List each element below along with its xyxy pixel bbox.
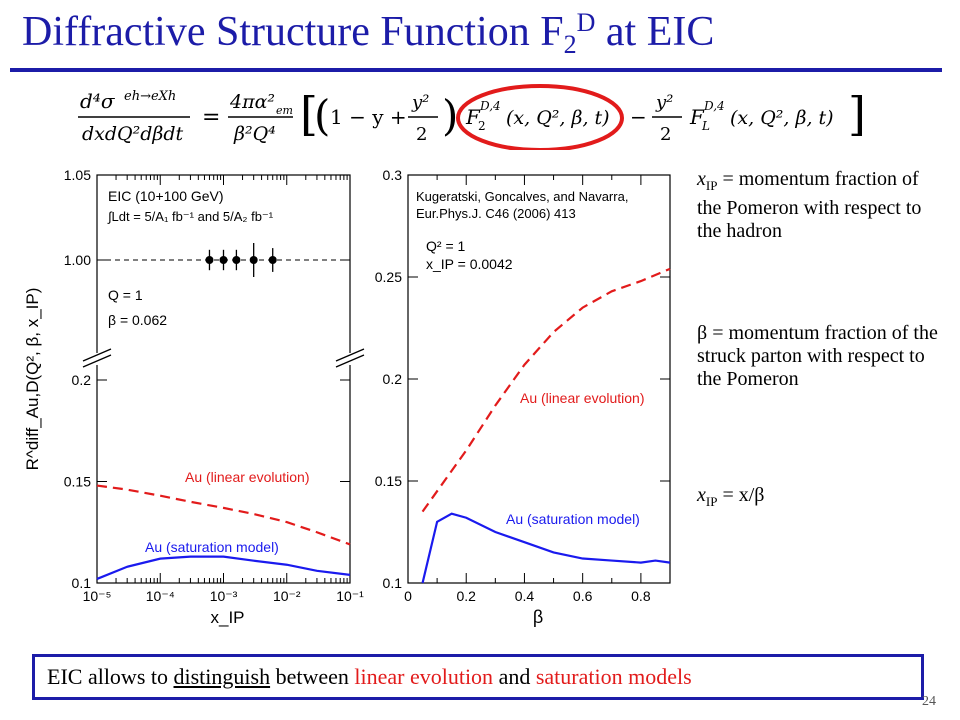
x-tick-label: 0 xyxy=(404,588,412,604)
data-point xyxy=(232,256,241,264)
svg-text:): ) xyxy=(442,91,458,140)
annotation-citation: Kugeratski, Goncalves, and Navarra, xyxy=(416,189,628,204)
chart-beta: 0.1 0.15 0.2 0.25 0.3 0 0.2 0.4 0.6 0.8 β Au (linea… xyxy=(375,167,671,627)
svg-text:2: 2 xyxy=(478,119,486,133)
page-number: 24 xyxy=(922,694,936,709)
x-axis-label: x_IP xyxy=(210,608,244,627)
y-tick-label: 0.15 xyxy=(375,473,402,489)
page-title: Diffractive Structure Function F2D at EI… xyxy=(22,8,715,59)
x-tick-label: 10⁻⁴ xyxy=(146,588,175,604)
svg-text:(x, Q², β, t): (x, Q², β, t) xyxy=(730,107,834,129)
svg-text:F: F xyxy=(689,105,705,129)
y-tick-label: 0.3 xyxy=(383,167,403,183)
series-saturation-model xyxy=(96,555,351,580)
svg-text:y²: y² xyxy=(411,92,429,113)
axis-break-mark xyxy=(335,354,365,368)
x-tick-label: 10⁻² xyxy=(273,588,301,604)
y-tick-label: 0.2 xyxy=(72,372,92,388)
series-linear-evolution xyxy=(96,484,351,546)
y-tick-label: 0.2 xyxy=(383,371,403,387)
svg-text:(x, Q², β, t): (x, Q², β, t) xyxy=(506,107,610,129)
svg-text:=: = xyxy=(202,105,220,130)
series-label-saturation: Au (saturation model) xyxy=(506,511,640,527)
chart-xip: 0.1 0.15 0.2 1.00 1.05 10⁻⁵ 10⁻⁴ 10⁻³ 10⁻² 10⁻¹ x_… xyxy=(23,167,366,627)
plot-frame xyxy=(96,174,351,584)
svg-text:d⁴σ: d⁴σ xyxy=(80,89,116,113)
svg-text:L: L xyxy=(701,119,710,133)
data-point xyxy=(249,256,258,264)
annotation-luminosity: ∫Ldt = 5/A₁ fb⁻¹ and 5/A₂ fb⁻¹ xyxy=(107,209,274,224)
x-tick-label: 10⁻³ xyxy=(210,588,238,604)
x-tick-label: 0.2 xyxy=(456,588,476,604)
svg-text:F: F xyxy=(465,105,481,129)
svg-text:eh→eXh: eh→eXh xyxy=(124,89,176,104)
y-axis-label: R^diff_Au,D(Q², β, x_IP) xyxy=(23,288,42,471)
definition-xip: xIP = momentum fraction of the Pomeron w… xyxy=(697,168,922,242)
definition-beta: β = momentum fraction of the struck part… xyxy=(697,322,938,390)
data-point xyxy=(219,256,228,264)
conclusion-box: EIC allows to distinguish between linear… xyxy=(32,654,924,700)
definition-relation: xIP = x/β xyxy=(697,484,765,509)
annotation-citation: Eur.Phys.J. C46 (2006) 413 xyxy=(416,206,576,221)
svg-text:(: ( xyxy=(314,91,330,140)
svg-text:4πα²: 4πα² xyxy=(229,91,275,113)
svg-text:]: ] xyxy=(848,87,866,141)
y-tick-label: 1.05 xyxy=(64,167,91,183)
y-tick-label: 0.15 xyxy=(64,474,91,490)
x-tick-label: 10⁻¹ xyxy=(336,588,364,604)
annotation-beta: β = 0.062 xyxy=(108,312,167,328)
x-tick-label: 10⁻⁵ xyxy=(83,588,112,604)
svg-text:−: − xyxy=(630,105,647,129)
axis-break-mark xyxy=(82,348,112,362)
series-linear-evolution xyxy=(421,267,671,513)
svg-text:em: em xyxy=(276,104,293,117)
y-tick-label: 0.25 xyxy=(375,269,402,285)
axis-break-gap xyxy=(334,353,366,365)
series-label-saturation: Au (saturation model) xyxy=(145,539,279,555)
x-tick-label: 0.6 xyxy=(573,588,593,604)
annotation-q: Q = 1 xyxy=(108,287,143,303)
svg-text:2: 2 xyxy=(416,124,427,145)
data-point xyxy=(205,256,214,264)
svg-text:β²Q⁴: β²Q⁴ xyxy=(233,123,276,145)
axis-break-mark xyxy=(335,348,365,362)
annotation-q2: Q² = 1 xyxy=(426,238,466,254)
svg-text:1 − y +: 1 − y + xyxy=(330,105,407,129)
series-saturation-model xyxy=(421,512,671,584)
highlight-circle xyxy=(456,84,624,150)
svg-text:2: 2 xyxy=(660,124,671,145)
axis-break-gap xyxy=(81,353,113,365)
annotation-eic: EIC (10+100 GeV) xyxy=(108,188,224,204)
series-label-linear: Au (linear evolution) xyxy=(185,469,310,485)
svg-text:D,4: D,4 xyxy=(703,99,725,113)
formula: d⁴σ eh→eXh dxdQ²dβdt = 4πα² em β²Q⁴ [ ( 1 … xyxy=(78,84,866,150)
x-axis-label: β xyxy=(533,607,543,627)
data-point xyxy=(268,256,277,264)
svg-text:[: [ xyxy=(300,87,318,141)
annotation-xip: x_IP = 0.0042 xyxy=(426,256,513,272)
title-rule xyxy=(10,68,942,72)
svg-text:D,4: D,4 xyxy=(479,99,501,113)
y-tick-label: 0.1 xyxy=(72,575,92,591)
svg-text:dxdQ²dβdt: dxdQ²dβdt xyxy=(82,123,184,145)
x-tick-label: 0.4 xyxy=(515,588,535,604)
y-tick-label: 0.1 xyxy=(383,575,403,591)
svg-text:y²: y² xyxy=(655,92,673,113)
axis-break-mark xyxy=(82,354,112,368)
y-tick-label: 1.00 xyxy=(64,252,91,268)
series-label-linear: Au (linear evolution) xyxy=(520,390,645,406)
x-tick-label: 0.8 xyxy=(631,588,651,604)
